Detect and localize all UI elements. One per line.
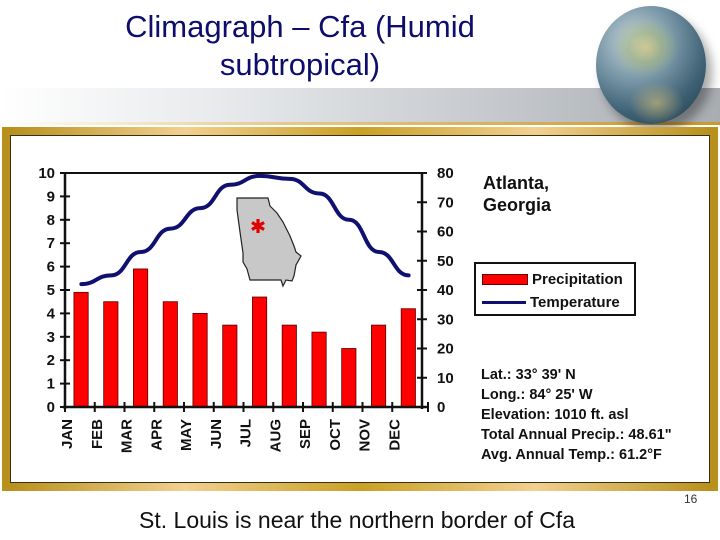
stat-elevation: Elevation: 1010 ft. asl (481, 407, 629, 423)
month-label-jul: JUL (238, 419, 255, 447)
left-tick-label: 3 (47, 329, 55, 346)
temperature-swatch (482, 300, 526, 304)
month-label-jan: JAN (59, 419, 76, 449)
climate-stats: Lat.: 33° 39' N Long.: 84° 25' W Elevati… (481, 365, 672, 465)
left-tick-label: 1 (47, 376, 55, 393)
month-label-apr: APR (148, 419, 165, 451)
state-name: Georgia (483, 195, 552, 215)
precip-bar-nov (371, 324, 387, 408)
legend-item-temperature: Temperature (482, 293, 620, 311)
precip-bar-sep (311, 331, 327, 408)
precip-bar-mar (133, 268, 149, 408)
chart-location: Atlanta, Georgia (483, 172, 551, 216)
right-tick-label: 50 (437, 253, 454, 270)
month-label-mar: MAR (119, 419, 136, 453)
right-tick-label: 70 (437, 194, 454, 211)
temperature-line (79, 173, 411, 287)
precipitation-swatch (482, 273, 528, 285)
precip-bar-jul (252, 296, 268, 408)
caption-text: St. Louis is near the northern border of… (139, 507, 575, 533)
precip-bar-may (192, 312, 208, 408)
header-band (0, 88, 720, 124)
left-tick-label: 10 (38, 165, 55, 182)
right-tick-label: 0 (437, 399, 445, 416)
stat-total-precip: Total Annual Precip.: 48.61" (481, 427, 672, 443)
legend-label-precipitation: Precipitation (532, 270, 623, 288)
globe-image (596, 6, 706, 124)
legend-item-precipitation: Precipitation (482, 270, 623, 288)
precip-bar-jan (73, 291, 89, 408)
right-tick-label: 30 (437, 311, 454, 328)
month-label-nov: NOV (357, 419, 374, 452)
legend-label-temperature: Temperature (530, 293, 620, 311)
right-tick-label: 60 (437, 224, 454, 241)
right-tick-label: 10 (437, 370, 454, 387)
stat-longitude: Long.: 84° 25' W (481, 387, 593, 403)
chart-legend: Precipitation Temperature (474, 262, 636, 316)
month-label-aug: AUG (267, 419, 284, 452)
page-number: 16 (684, 492, 698, 506)
left-tick-label: 4 (47, 305, 56, 322)
month-label-dec: DEC (386, 419, 403, 451)
month-label-feb: FEB (89, 419, 106, 449)
left-tick-label: 7 (47, 235, 55, 252)
city-name: Atlanta, (483, 173, 550, 193)
left-tick-label: 8 (47, 212, 55, 229)
slide-caption: St. Louis is near the northern border of… (0, 507, 720, 534)
left-tick-label: 0 (47, 399, 55, 416)
month-label-oct: OCT (327, 419, 344, 451)
stat-latitude: Lat.: 33° 39' N (481, 367, 576, 383)
precip-bar-oct (341, 348, 357, 408)
stat-avg-temp: Avg. Annual Temp.: 61.2°F (481, 447, 662, 463)
left-tick-label: 5 (47, 282, 55, 299)
left-tick-label: 6 (47, 259, 55, 276)
slide-title: Climagraph – Cfa (Humid subtropical) (125, 9, 475, 82)
precip-bar-aug (281, 324, 297, 408)
header-divider (0, 122, 720, 125)
georgia-map (236, 197, 302, 288)
right-tick-label: 80 (437, 165, 454, 182)
left-tick-label: 2 (47, 352, 55, 369)
precip-bar-dec (400, 308, 416, 408)
month-label-sep: SEP (297, 419, 314, 449)
left-tick-label: 9 (47, 188, 55, 205)
month-label-may: MAY (178, 419, 195, 451)
atlanta-marker-icon (251, 221, 265, 231)
right-tick-label: 20 (437, 341, 454, 358)
precip-bar-feb (103, 301, 119, 408)
right-tick-label: 40 (437, 282, 454, 299)
month-label-jun: JUN (208, 419, 225, 449)
precip-bar-jun (222, 324, 238, 408)
precip-bar-apr (162, 301, 178, 408)
